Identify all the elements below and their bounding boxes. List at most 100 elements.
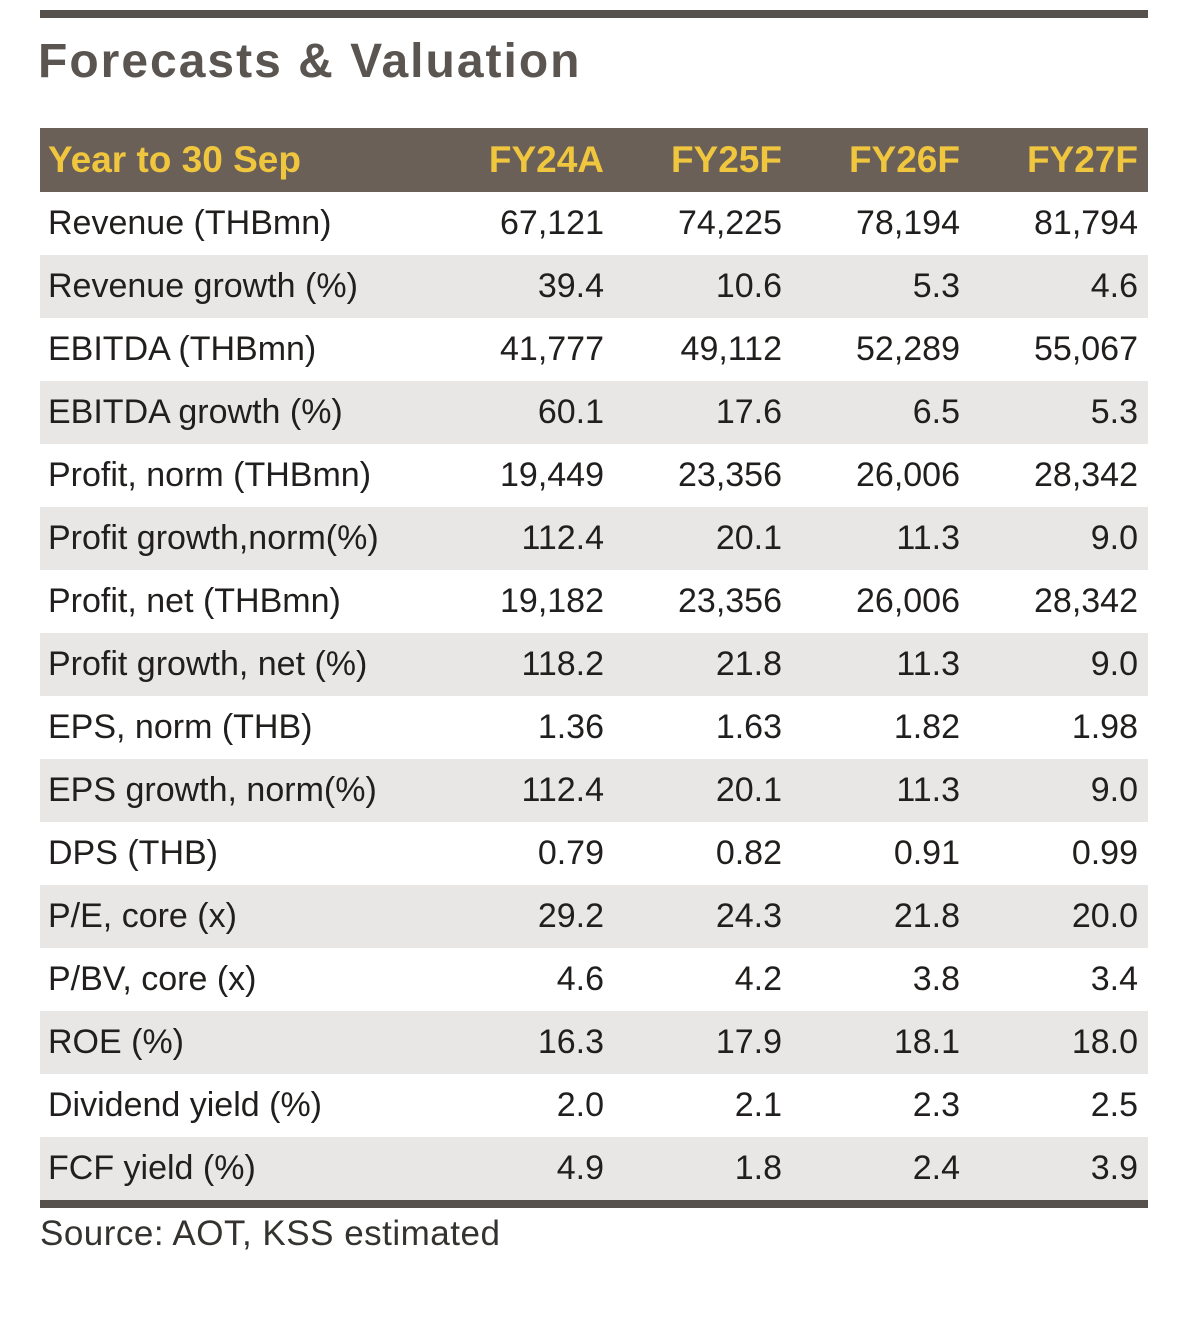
table-cell: 2.5 xyxy=(1090,1086,1138,1124)
column-header-fy24a: FY24A xyxy=(436,128,614,192)
table-row: Revenue (THBmn) 67,121 74,225 78,194 81,794 xyxy=(40,192,1148,255)
table-cell: 4.9 xyxy=(556,1149,604,1187)
table-cell: 112.4 xyxy=(521,771,604,809)
table-cell: 9.0 xyxy=(1090,519,1138,557)
table-body: Revenue (THBmn) 67,121 74,225 78,194 81,794 R… xyxy=(40,192,1148,1204)
table-cell: 1.98 xyxy=(1071,708,1138,746)
table-cell: 4.6 xyxy=(1090,267,1138,305)
table-cell: 9.0 xyxy=(1090,645,1138,683)
table-cell: 11.3 xyxy=(896,771,960,809)
table-cell: 5.3 xyxy=(912,267,960,305)
table-row: P/BV, core (x) 4.6 4.2 3.8 3.4 xyxy=(40,948,1148,1011)
table-cell: 26,006 xyxy=(856,456,960,494)
table-cell: 20.0 xyxy=(1071,897,1138,935)
column-header-fy27f: FY27F xyxy=(970,128,1148,192)
row-label: ROE (%) xyxy=(48,1023,184,1061)
table-row: Revenue growth (%) 39.4 10.6 5.3 4.6 xyxy=(40,255,1148,318)
table-cell: 6.5 xyxy=(912,393,960,431)
table-cell: 29.2 xyxy=(537,897,604,935)
table-cell: 4.6 xyxy=(556,960,604,998)
table-cell: 10.6 xyxy=(715,267,782,305)
column-header-fy26f: FY26F xyxy=(792,128,970,192)
table-cell: 23,356 xyxy=(678,582,782,620)
table-cell: 60.1 xyxy=(537,393,604,431)
table-cell: 5.3 xyxy=(1090,393,1138,431)
table-cell: 20.1 xyxy=(715,771,782,809)
table-cell: 19,449 xyxy=(500,456,604,494)
table-row: DPS (THB) 0.79 0.82 0.91 0.99 xyxy=(40,822,1148,885)
table-cell: 4.2 xyxy=(734,960,782,998)
table-cell: 17.9 xyxy=(715,1023,782,1061)
table-cell: 3.4 xyxy=(1090,960,1138,998)
table-cell: 2.1 xyxy=(734,1086,782,1124)
table-cell: 19,182 xyxy=(500,582,604,620)
row-label: Profit, net (THBmn) xyxy=(48,582,341,620)
row-label: Dividend yield (%) xyxy=(48,1086,322,1124)
table-cell: 0.79 xyxy=(537,834,604,872)
table-cell: 112.4 xyxy=(521,519,604,557)
table-cell: 39.4 xyxy=(537,267,604,305)
table-cell: 1.36 xyxy=(537,708,604,746)
table-row: Profit, net (THBmn) 19,182 23,356 26,006 28,… xyxy=(40,570,1148,633)
row-label: FCF yield (%) xyxy=(48,1149,256,1187)
table-header: Year to 30 Sep FY24A FY25F FY26F FY27F xyxy=(40,128,1148,192)
row-label: Profit growth, net (%) xyxy=(48,645,368,683)
row-label: Profit, norm (THBmn) xyxy=(48,456,372,494)
table-row: Profit, norm (THBmn) 19,449 23,356 26,006 28… xyxy=(40,444,1148,507)
table-row: EPS growth, norm(%) 112.4 20.1 11.3 9.0 xyxy=(40,759,1148,822)
table-cell: 11.3 xyxy=(896,519,960,557)
table-cell: 26,006 xyxy=(856,582,960,620)
row-label: P/BV, core (x) xyxy=(48,960,257,998)
table-cell: 18.0 xyxy=(1071,1023,1138,1061)
row-label: EBITDA growth (%) xyxy=(48,393,343,431)
table-header-row: Year to 30 Sep FY24A FY25F FY26F FY27F xyxy=(40,128,1148,192)
table-cell: 41,777 xyxy=(500,330,604,368)
table-row: Profit growth,norm(%) 112.4 20.1 11.3 9.0 xyxy=(40,507,1148,570)
table-cell: 16.3 xyxy=(537,1023,604,1061)
table-cell: 2.4 xyxy=(912,1149,960,1187)
table-cell: 0.91 xyxy=(893,834,960,872)
table-cell: 1.8 xyxy=(734,1149,782,1187)
table-cell: 2.0 xyxy=(556,1086,604,1124)
table-cell: 81,794 xyxy=(1034,204,1138,242)
table-cell: 49,112 xyxy=(680,330,782,368)
table-row: FCF yield (%) 4.9 1.8 2.4 3.9 xyxy=(40,1137,1148,1204)
table-cell: 52,289 xyxy=(856,330,960,368)
table-cell: 3.9 xyxy=(1090,1149,1138,1187)
table-cell: 78,194 xyxy=(856,204,960,242)
row-label: EBITDA (THBmn) xyxy=(48,330,317,368)
table-cell: 67,121 xyxy=(500,204,604,242)
table-cell: 3.8 xyxy=(912,960,960,998)
table-row: ROE (%) 16.3 17.9 18.1 18.0 xyxy=(40,1011,1148,1074)
table-cell: 9.0 xyxy=(1090,771,1138,809)
page-title: Forecasts & Valuation xyxy=(38,35,582,88)
source-note: Source: AOT, KSS estimated xyxy=(40,1214,501,1253)
row-label: DPS (THB) xyxy=(48,834,218,872)
table-cell: 28,342 xyxy=(1034,582,1138,620)
table-cell: 2.3 xyxy=(912,1086,960,1124)
table-cell: 20.1 xyxy=(715,519,782,557)
row-label: Revenue growth (%) xyxy=(48,267,358,305)
table-cell: 74,225 xyxy=(678,204,782,242)
forecasts-valuation-table: Year to 30 Sep FY24A FY25F FY26F FY27F R… xyxy=(40,128,1148,1208)
table-cell: 24.3 xyxy=(715,897,782,935)
table-cell: 1.63 xyxy=(715,708,782,746)
table-row: EBITDA (THBmn) 41,777 49,112 52,289 55,067 xyxy=(40,318,1148,381)
top-rule xyxy=(40,10,1148,18)
row-label: EPS growth, norm(%) xyxy=(48,771,377,809)
table-cell: 28,342 xyxy=(1034,456,1138,494)
table-row: EPS, norm (THB) 1.36 1.63 1.82 1.98 xyxy=(40,696,1148,759)
table-cell: 17.6 xyxy=(715,393,782,431)
table-cell: 23,356 xyxy=(678,456,782,494)
row-label: Revenue (THBmn) xyxy=(48,204,332,242)
table-cell: 118.2 xyxy=(521,645,604,683)
table-cell: 55,067 xyxy=(1034,330,1138,368)
table-cell: 21.8 xyxy=(715,645,782,683)
table-cell: 0.82 xyxy=(715,834,782,872)
row-label: EPS, norm (THB) xyxy=(48,708,313,746)
column-header-fy25f: FY25F xyxy=(614,128,792,192)
table-cell: 0.99 xyxy=(1071,834,1138,872)
row-label: Profit growth,norm(%) xyxy=(48,519,379,557)
table-row: P/E, core (x) 29.2 24.3 21.8 20.0 xyxy=(40,885,1148,948)
